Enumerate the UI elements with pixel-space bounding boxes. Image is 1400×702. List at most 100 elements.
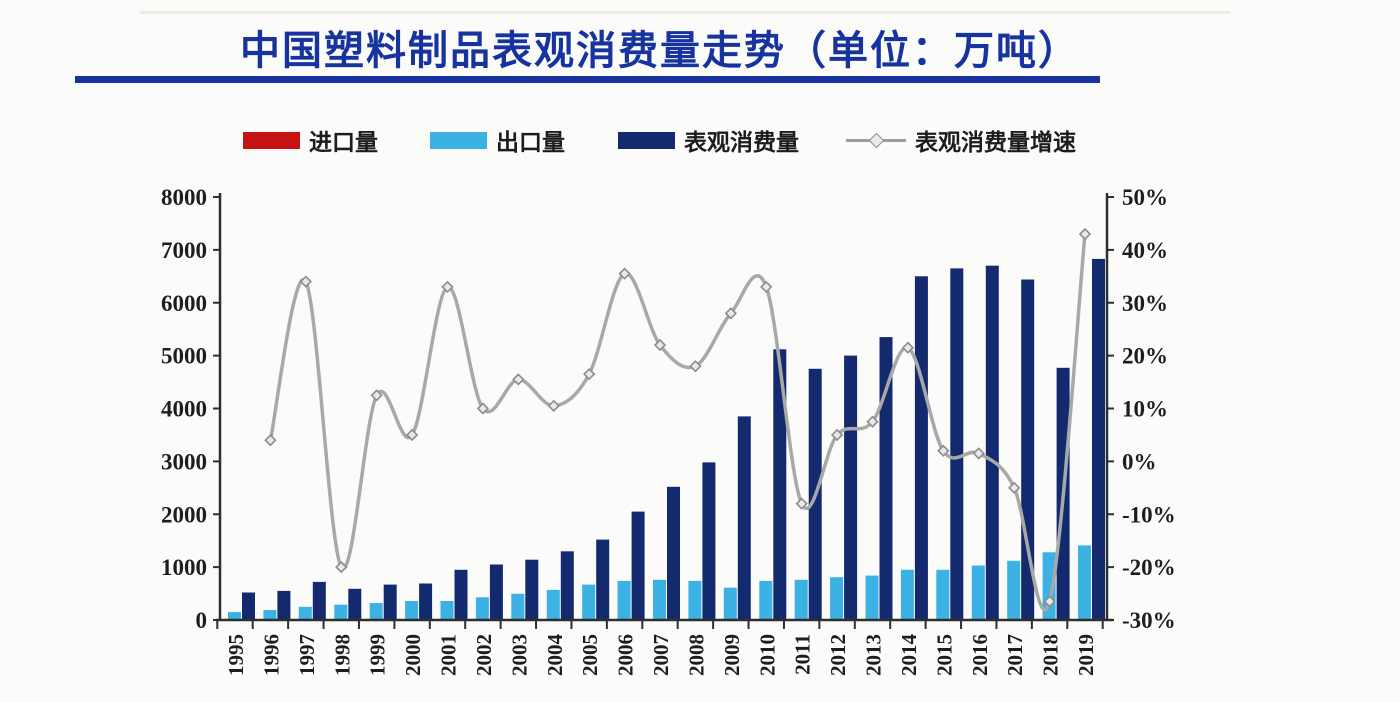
growth-point-1997 [299, 275, 312, 288]
x-axis-label: 2001 [437, 634, 461, 676]
x-axis-label: 2015 [932, 634, 956, 676]
x-axis-label: 2002 [472, 634, 496, 676]
chart-title: 中国塑料制品表观消费量走势（单位：万吨） [240, 29, 1080, 73]
growth-point-2010 [760, 280, 773, 294]
legend-item-growth: 表观消费量增速 [846, 124, 1076, 156]
export-bar-2019 [1078, 545, 1091, 620]
consumption-bar-1999 [383, 584, 397, 620]
left-axis-label: 2000 [161, 502, 207, 527]
growth-point-2012 [830, 428, 844, 442]
x-axis-label: 2000 [401, 634, 425, 676]
export-bar-2002 [475, 597, 489, 620]
growth-point-2005 [583, 367, 596, 381]
legend-item-consumption: 表观消费量 [618, 124, 799, 156]
right-axis-label: -20% [1122, 555, 1176, 580]
x-axis-label: 2006 [614, 634, 638, 676]
x-axis-label: 2003 [507, 634, 531, 676]
growth-point-2008 [689, 360, 702, 373]
legend-item-exports: 出口量 [430, 124, 565, 156]
x-axis-label: 1996 [259, 634, 283, 676]
legend-label-consumption: 表观消费量 [684, 129, 799, 155]
consumption-bar-2002 [489, 564, 503, 620]
left-axis-label: 4000 [161, 397, 207, 422]
x-axis-label: 2014 [897, 634, 921, 677]
export-bar-1999 [369, 603, 383, 620]
growth-line [268, 232, 1087, 612]
right-axis-label: -30% [1122, 608, 1176, 633]
consumption-bar-2005 [596, 539, 610, 620]
export-bar-2015 [936, 569, 950, 620]
left-axis-label: 3000 [161, 449, 207, 474]
growth-line-swatch-icon [846, 132, 906, 149]
export-bar-2008 [688, 580, 702, 620]
consumption-bar-2016 [985, 265, 999, 620]
x-axis-label: 2005 [578, 634, 602, 676]
right-axis-label: -10% [1122, 502, 1176, 527]
growth-point-1999 [370, 389, 383, 402]
consumption-bar-2009 [737, 416, 751, 620]
consumption-bar-2014 [914, 276, 928, 620]
right-axis-label: 0% [1122, 449, 1157, 474]
consumption-bar-2008 [702, 462, 716, 620]
x-axis-label: 2012 [826, 634, 850, 676]
x-axis-label: 2007 [649, 634, 673, 676]
x-axis-label: 1999 [366, 634, 390, 676]
export-bar-1996 [263, 610, 277, 620]
growth-point-2015 [937, 444, 950, 457]
export-bar-2005 [582, 584, 596, 620]
x-axis-label: 2008 [684, 634, 708, 676]
x-axis-label: 2019 [1074, 634, 1098, 676]
export-bar-2003 [511, 593, 525, 620]
growth-point-2014 [901, 341, 915, 354]
consumption-bar-2015 [950, 268, 964, 620]
export-bar-1998 [334, 604, 348, 620]
growth-point-2001 [441, 280, 454, 294]
legend-label-imports: 进口量 [309, 129, 378, 155]
growth-point-1998 [335, 560, 348, 574]
left-axis-label: 8000 [161, 185, 207, 210]
export-bar-2016 [971, 565, 985, 620]
consumption-bar-2000 [419, 583, 433, 620]
consumption-swatch-icon [618, 131, 675, 149]
x-axis-label: 2010 [755, 634, 779, 676]
legend-label-growth: 表观消费量增速 [915, 129, 1076, 155]
growth-point-2009 [724, 307, 737, 320]
x-axis-label: 1997 [295, 634, 319, 676]
export-bar-2009 [723, 587, 737, 620]
right-axis-label: 10% [1122, 397, 1168, 422]
left-axis-label: 6000 [161, 291, 207, 316]
consumption-bar-2013 [879, 337, 893, 620]
x-axis-label: 2017 [1003, 634, 1027, 676]
title-underline [75, 76, 1100, 83]
left-axis-label: 5000 [161, 344, 207, 369]
growth-point-2017 [1008, 481, 1021, 494]
consumption-bar-2003 [525, 559, 539, 620]
growth-point-2019 [1078, 227, 1092, 241]
x-axis-label: 1998 [330, 634, 354, 676]
x-axis-label: 2016 [968, 634, 992, 676]
left-axis-label: 0 [196, 608, 208, 633]
export-bar-2006 [617, 580, 631, 620]
export-bar-2017 [1007, 560, 1021, 620]
x-axis-label: 2004 [543, 634, 567, 677]
growth-point-2003 [512, 373, 525, 386]
growth-point-2011 [795, 497, 808, 510]
exports-swatch-icon [430, 131, 487, 149]
x-axis-label: 2011 [791, 634, 815, 675]
right-axis-label: 20% [1122, 344, 1168, 369]
left-axis-label: 1000 [161, 555, 207, 580]
consumption-bar-2019 [1092, 258, 1105, 620]
consumption-bar-1996 [277, 590, 291, 620]
growth-point-2013 [866, 415, 879, 428]
consumption-bar-2004 [560, 551, 574, 620]
consumption-bar-1997 [312, 581, 326, 620]
legend: 进口量 出口量 表观消费量 表观消费量增速 [0, 124, 1400, 160]
export-bar-2011 [794, 579, 808, 620]
export-bar-2010 [759, 580, 773, 620]
export-bar-2000 [405, 601, 419, 620]
consumption-bar-2006 [631, 511, 645, 620]
growth-point-2002 [476, 402, 490, 415]
growth-point-1996 [264, 434, 277, 447]
